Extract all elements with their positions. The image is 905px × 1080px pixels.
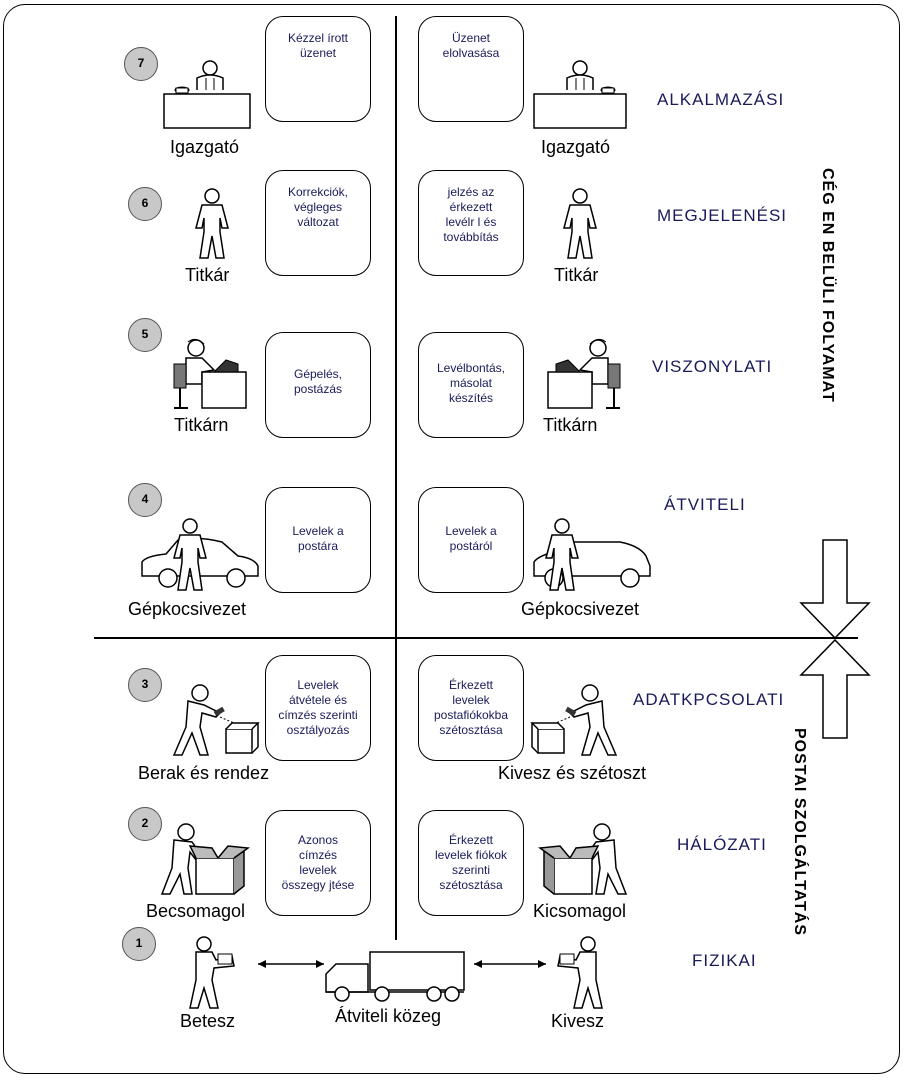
actor-label: Kivesz	[551, 1011, 605, 1031]
actor-label: Titkár	[185, 265, 230, 285]
director-desk-icon	[163, 60, 251, 129]
carrying-person-icon	[189, 936, 235, 1009]
layer-number: 5	[128, 318, 162, 352]
director-desk-icon	[533, 60, 627, 129]
process-box: Azonos címzés levelek összegy jtése	[265, 810, 371, 916]
process-box: Üzenet elolvasása	[418, 16, 524, 122]
diagram-frame	[3, 4, 900, 1074]
actor-label: Gépkocsivezet	[521, 599, 640, 619]
layer-name: MEGJELENÉSI	[657, 206, 788, 225]
person-icon	[563, 188, 597, 259]
actor-label: Gépkocsivezet	[128, 599, 247, 619]
layer-name: VISZONYLATI	[652, 357, 773, 376]
process-box: Korrekciók, végleges változat	[265, 170, 371, 276]
layer-number: 7	[124, 47, 158, 81]
process-box: jelzés az érkezett levélr l és továbbítá…	[418, 170, 524, 276]
layer-number: 2	[128, 807, 162, 841]
actor-label: Berak és rendez	[138, 763, 270, 783]
packing-person-icon	[160, 823, 251, 895]
layer-number: 6	[128, 187, 162, 221]
driver-car-icon	[533, 518, 651, 591]
process-box: Gépelés, postázás	[265, 332, 371, 438]
actor-label: Kivesz és szétoszt	[498, 763, 647, 783]
actor-label: Titkárn	[174, 415, 229, 435]
process-box: Érkezett levelek fiókok szerinti szétosz…	[418, 810, 524, 916]
layer-number: 3	[128, 668, 162, 702]
actor-label: Igazgató	[170, 137, 240, 157]
layer-number: 4	[128, 483, 162, 517]
layer-name: ALKALMAZÁSI	[657, 90, 785, 109]
packing-person-icon	[537, 823, 628, 895]
side-label-top: CÉG EN BELÜLI FOLYAMAT	[819, 168, 836, 403]
process-box: Levelek a postáról	[418, 487, 524, 593]
actor-label: Becsomagol	[146, 901, 246, 921]
typist-icon	[173, 338, 247, 409]
medium-label: Átviteli közeg	[335, 1006, 442, 1026]
actor-label: Titkárn	[543, 415, 598, 435]
truck-icon	[325, 951, 465, 1002]
process-box: Érkezett levelek postafiókokba szétosztá…	[418, 655, 524, 761]
person-icon	[195, 188, 229, 259]
layer-name: FIZIKAI	[692, 951, 757, 970]
sorting-person-icon	[530, 684, 618, 756]
carrying-person-icon	[557, 936, 603, 1009]
layer-number: 1	[122, 927, 156, 961]
process-box: Levélbontás, másolat készítés	[418, 332, 524, 438]
sorting-person-icon	[172, 684, 260, 756]
process-box: Kézzel írott üzenet	[265, 16, 371, 122]
layer-name: ADATKPCSOLATI	[633, 690, 785, 709]
actor-label: Kicsomagol	[533, 901, 627, 921]
actor-label: Igazgató	[541, 137, 611, 157]
side-label-bottom: POSTAI SZOLGÁLTATÁS	[791, 728, 808, 937]
driver-car-icon	[141, 518, 259, 591]
layer-name: ÁTVITELI	[664, 495, 746, 514]
actor-label: Betesz	[180, 1011, 236, 1031]
process-box: Levelek a postára	[265, 487, 371, 593]
typist-icon	[547, 338, 621, 409]
actor-label: Titkár	[554, 265, 599, 285]
process-box: Levelek átvétele és címzés szerinti oszt…	[265, 655, 371, 761]
layer-name: HÁLÓZATI	[677, 835, 767, 854]
